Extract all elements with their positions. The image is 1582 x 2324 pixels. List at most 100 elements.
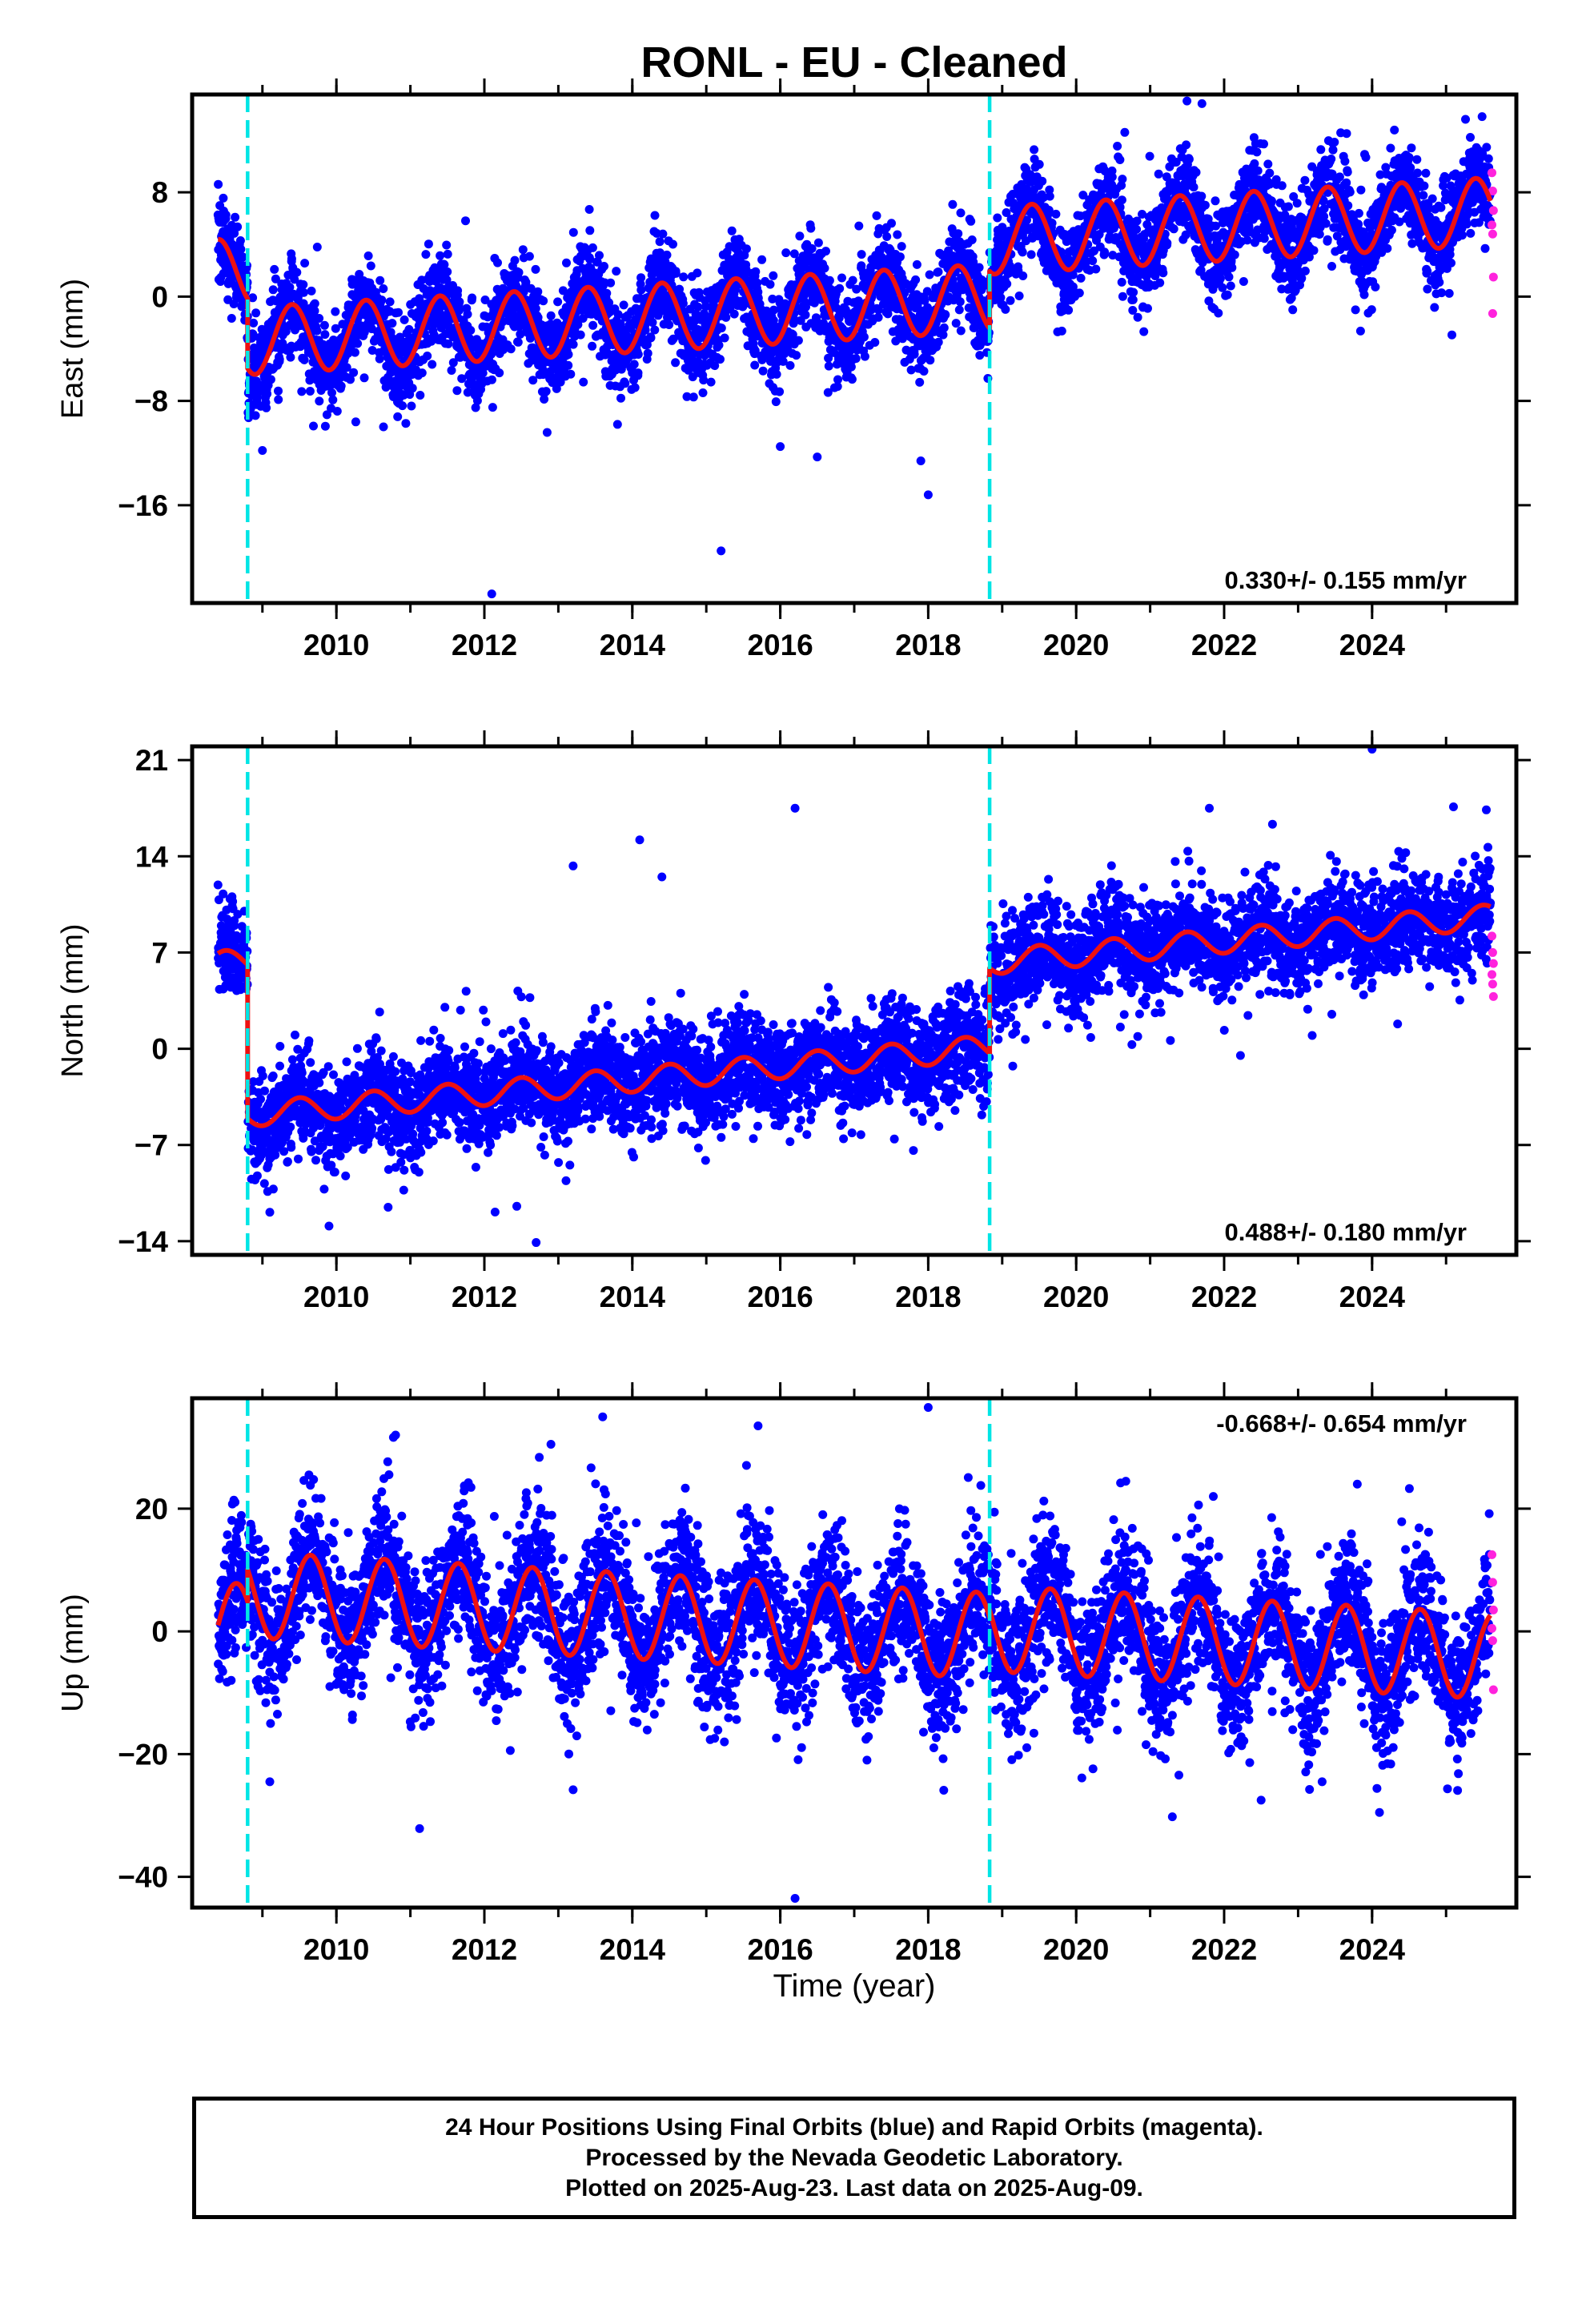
data-point — [934, 267, 943, 276]
data-point — [448, 358, 458, 368]
data-point — [648, 318, 657, 328]
data-point — [452, 386, 462, 396]
data-point — [1076, 273, 1086, 283]
data-point — [214, 179, 223, 189]
data-point — [1335, 172, 1344, 182]
data-point — [248, 329, 258, 339]
data-point — [568, 227, 578, 237]
data-point — [974, 263, 984, 272]
data-point — [336, 381, 346, 391]
data-point — [820, 263, 829, 273]
data-point — [1162, 239, 1172, 247]
data-point — [753, 278, 762, 287]
data-point — [1300, 175, 1310, 185]
data-point — [1139, 327, 1149, 336]
data-point — [443, 267, 452, 276]
data-point — [698, 388, 708, 397]
data-point — [506, 344, 516, 354]
data-point — [848, 275, 857, 285]
data-point — [468, 293, 477, 303]
data-point — [299, 355, 309, 364]
data-point — [1300, 266, 1310, 275]
data-point — [579, 377, 588, 387]
data-point — [227, 314, 236, 323]
data-point — [463, 388, 472, 397]
data-point — [493, 258, 502, 267]
data-point — [775, 387, 785, 396]
data-point — [956, 326, 966, 336]
data-point — [584, 205, 594, 214]
data-point — [860, 352, 869, 361]
data-point — [854, 221, 864, 231]
data-point — [1321, 219, 1331, 228]
data-point — [342, 363, 351, 372]
data-point — [873, 312, 883, 322]
data-point — [331, 324, 340, 333]
data-point — [909, 349, 919, 359]
data-point — [967, 235, 977, 244]
data-point — [1355, 326, 1365, 336]
data-point — [290, 275, 299, 284]
data-point — [613, 310, 623, 320]
data-point — [363, 251, 373, 260]
plot-area — [213, 96, 1498, 599]
data-point — [274, 386, 283, 396]
data-point — [400, 315, 409, 324]
data-point — [954, 305, 964, 315]
data-point — [585, 226, 595, 235]
data-point — [518, 245, 528, 255]
data-point — [948, 199, 958, 209]
data-point — [480, 296, 490, 304]
data-point — [1197, 191, 1207, 201]
data-point — [375, 275, 385, 285]
data-point — [751, 267, 761, 276]
data-point — [620, 379, 630, 388]
data-point — [285, 283, 295, 292]
data-point — [893, 230, 902, 239]
data-point — [416, 391, 425, 400]
data-point — [806, 223, 816, 233]
data-point — [487, 349, 496, 359]
data-point — [882, 232, 892, 241]
data-point — [650, 211, 660, 220]
data-point — [870, 338, 880, 347]
data-point — [440, 260, 449, 269]
data-point — [1342, 129, 1351, 139]
data-point — [646, 333, 656, 343]
data-point — [443, 249, 452, 259]
data-point — [236, 244, 246, 254]
data-point — [350, 348, 359, 357]
data-point — [510, 255, 520, 265]
data-point — [297, 387, 307, 396]
data-point — [513, 337, 523, 347]
data-point — [750, 360, 760, 370]
data-point — [1323, 235, 1332, 244]
data-point — [457, 374, 467, 384]
data-point — [813, 238, 823, 247]
data-point — [1074, 288, 1084, 298]
final-orbit-points — [213, 96, 1495, 599]
data-point — [428, 360, 437, 369]
data-point — [717, 324, 726, 333]
data-point — [1145, 151, 1154, 161]
data-point — [785, 360, 795, 370]
data-point — [1117, 195, 1126, 205]
data-point — [1277, 181, 1287, 191]
data-point — [299, 279, 308, 289]
data-point — [1014, 292, 1024, 300]
data-point — [385, 297, 395, 307]
data-point — [887, 219, 896, 228]
data-point — [1345, 187, 1355, 197]
data-point — [455, 306, 464, 315]
data-point — [379, 422, 388, 432]
data-point — [588, 320, 598, 330]
data-point — [721, 312, 731, 322]
data-point — [1340, 156, 1350, 166]
data-point — [640, 325, 650, 335]
data-point — [825, 275, 834, 285]
data-point — [331, 307, 340, 316]
data-point — [466, 326, 476, 335]
data-point — [859, 332, 869, 342]
data-point — [679, 272, 689, 282]
data-point — [1259, 139, 1268, 149]
